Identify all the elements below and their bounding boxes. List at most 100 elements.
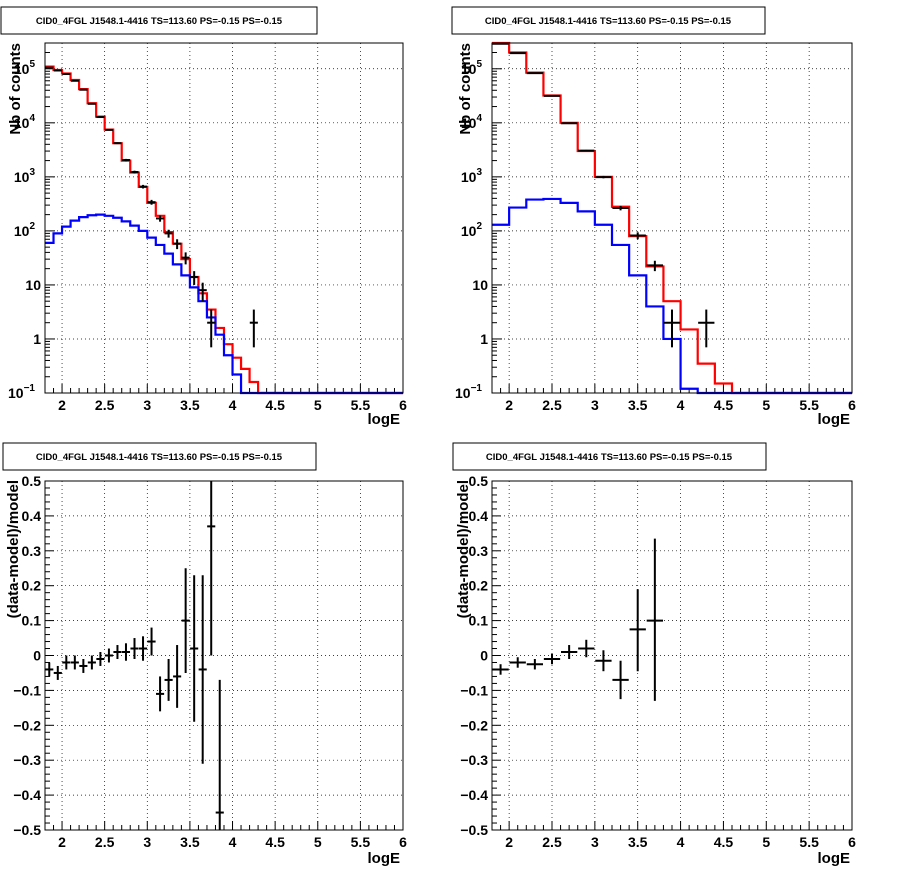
- data-point: [595, 650, 612, 672]
- y-tick-label: 0.1: [469, 613, 489, 629]
- chart-title: CID0_4FGL J1548.1-4416 TS=113.60 PS=-0.1…: [36, 16, 283, 27]
- data-point: [70, 655, 79, 670]
- data-point: [173, 645, 182, 708]
- y-axis-title: (data-model)/model: [455, 480, 472, 618]
- chart-title: CID0_4FGL J1548.1-4416 TS=113.60 PS=-0.1…: [36, 452, 283, 463]
- x-tick-label: 2: [58, 834, 66, 850]
- data-point: [104, 128, 113, 131]
- chart-title: CID0_4FGL J1548.1-4416 TS=113.60 PS=-0.1…: [486, 452, 733, 463]
- y-tick-label: 0.3: [22, 543, 42, 559]
- x-tick-label: 3: [143, 397, 151, 413]
- x-tick-label: 2.5: [542, 834, 562, 850]
- title-box: [452, 442, 767, 471]
- data-point: [646, 260, 663, 272]
- x-tick-label: 4.5: [714, 397, 734, 413]
- data-point: [79, 658, 88, 673]
- title-box: [451, 6, 766, 35]
- data-point: [96, 652, 105, 666]
- y-tick-label: 10−1: [8, 383, 35, 401]
- y-tick-label: −0.1: [460, 682, 488, 698]
- y-tick-label: 0.5: [469, 473, 489, 489]
- data-point: [181, 252, 190, 265]
- y-axis-title: Nb of counts: [457, 43, 474, 135]
- x-tick-label: 4: [229, 397, 237, 413]
- data-point: [207, 309, 216, 348]
- data-point: [612, 660, 629, 700]
- data-point: [595, 175, 612, 179]
- data-point: [561, 122, 578, 125]
- y-tick-label: 0.5: [22, 473, 42, 489]
- data-point: [492, 664, 509, 675]
- data-point: [138, 184, 148, 189]
- y-tick-label: 103: [14, 167, 36, 185]
- data-point: [164, 658, 173, 701]
- x-tick-label: 5: [314, 397, 322, 413]
- plot-border: [44, 42, 404, 394]
- data-point: [45, 662, 54, 677]
- data-point: [543, 94, 561, 97]
- x-tick-label: 6: [399, 834, 407, 850]
- data-point: [198, 575, 207, 764]
- data-point: [147, 199, 156, 205]
- panel-bottom-right: CID0_4FGL J1548.1-4416 TS=113.60 PS=-0.1…: [452, 442, 856, 867]
- plot-area: 2 2.5 3 3.5 4 4.5 5 5.5 6 −0.5 −0.4 −0.3 −0.2 −0.1 0 0.…: [13, 473, 407, 850]
- y-tick-label: 0.4: [469, 508, 489, 524]
- data-point: [198, 282, 207, 302]
- data-point: [138, 636, 148, 661]
- plot-border: [491, 42, 853, 394]
- x-tick-label: 3: [591, 834, 599, 850]
- y-tick-label: 0: [33, 648, 41, 664]
- data-point: [147, 627, 156, 656]
- chart-title: CID0_4FGL J1548.1-4416 TS=113.60 PS=-0.1…: [485, 16, 732, 27]
- x-tick-label: 4.5: [714, 834, 734, 850]
- data-point: [181, 568, 190, 673]
- y-tick-label: −0.3: [460, 752, 488, 768]
- data-point: [249, 309, 258, 348]
- data-point: [526, 72, 543, 75]
- x-tick-label: 4: [677, 397, 685, 413]
- y-tick-label: 10: [472, 277, 488, 293]
- data-point: [96, 116, 105, 119]
- plot-area: 2 2.5 3 3.5 4 4.5 5 5.5 6 10−1 1 10 102 103 104 105: [455, 41, 856, 413]
- x-tick-label: 4.5: [265, 834, 285, 850]
- x-axis-title: logE: [368, 850, 401, 867]
- y-tick-label: −0.5: [13, 822, 41, 838]
- data-point: [130, 170, 139, 174]
- plot-area: 2 2.5 3 3.5 4 4.5 5 5.5 6 10−1 1 10 102 103 104 105: [8, 42, 407, 413]
- y-tick-label: 10−1: [455, 383, 482, 401]
- y-tick-label: 0: [480, 648, 488, 664]
- panel-top-right: CID0_4FGL J1548.1-4416 TS=113.60 PS=-0.1…: [451, 6, 856, 428]
- title-box: [0, 6, 318, 35]
- data-point: [578, 149, 595, 152]
- y-tick-label: 104: [461, 113, 483, 131]
- data-point: [156, 676, 165, 712]
- x-tick-label: 4.5: [265, 397, 285, 413]
- data-point: [113, 142, 122, 145]
- x-tick-label: 3.5: [628, 397, 648, 413]
- y-tick-label: 0.2: [22, 578, 42, 594]
- data-point: [207, 481, 216, 656]
- x-tick-label: 2.5: [542, 397, 562, 413]
- data-point: [70, 79, 79, 82]
- x-tick-label: 3: [143, 834, 151, 850]
- x-tick-label: 4: [677, 834, 685, 850]
- x-axis-title: logE: [818, 411, 851, 428]
- data-point: [190, 575, 199, 722]
- y-tick-label: 10: [25, 277, 41, 293]
- x-tick-label: 6: [848, 397, 856, 413]
- data-point: [646, 538, 663, 701]
- data-point: [87, 102, 96, 105]
- data-point: [509, 657, 526, 668]
- y-tick-label: 1: [480, 331, 488, 347]
- x-tick-label: 2.5: [95, 397, 115, 413]
- x-tick-label: 2: [505, 834, 513, 850]
- data-point: [121, 158, 131, 162]
- data-point: [612, 205, 629, 211]
- plot-area: 2 2.5 3 3.5 4 4.5 5 5.5 6 −0.5 −0.4 −0.3 −0.2 −0.1 0 0.…: [460, 473, 856, 850]
- data-point: [62, 655, 71, 670]
- y-tick-label: 1: [33, 331, 41, 347]
- x-tick-label: 5.5: [799, 397, 819, 413]
- x-tick-label: 5: [314, 834, 322, 850]
- y-tick-label: 0.3: [469, 543, 489, 559]
